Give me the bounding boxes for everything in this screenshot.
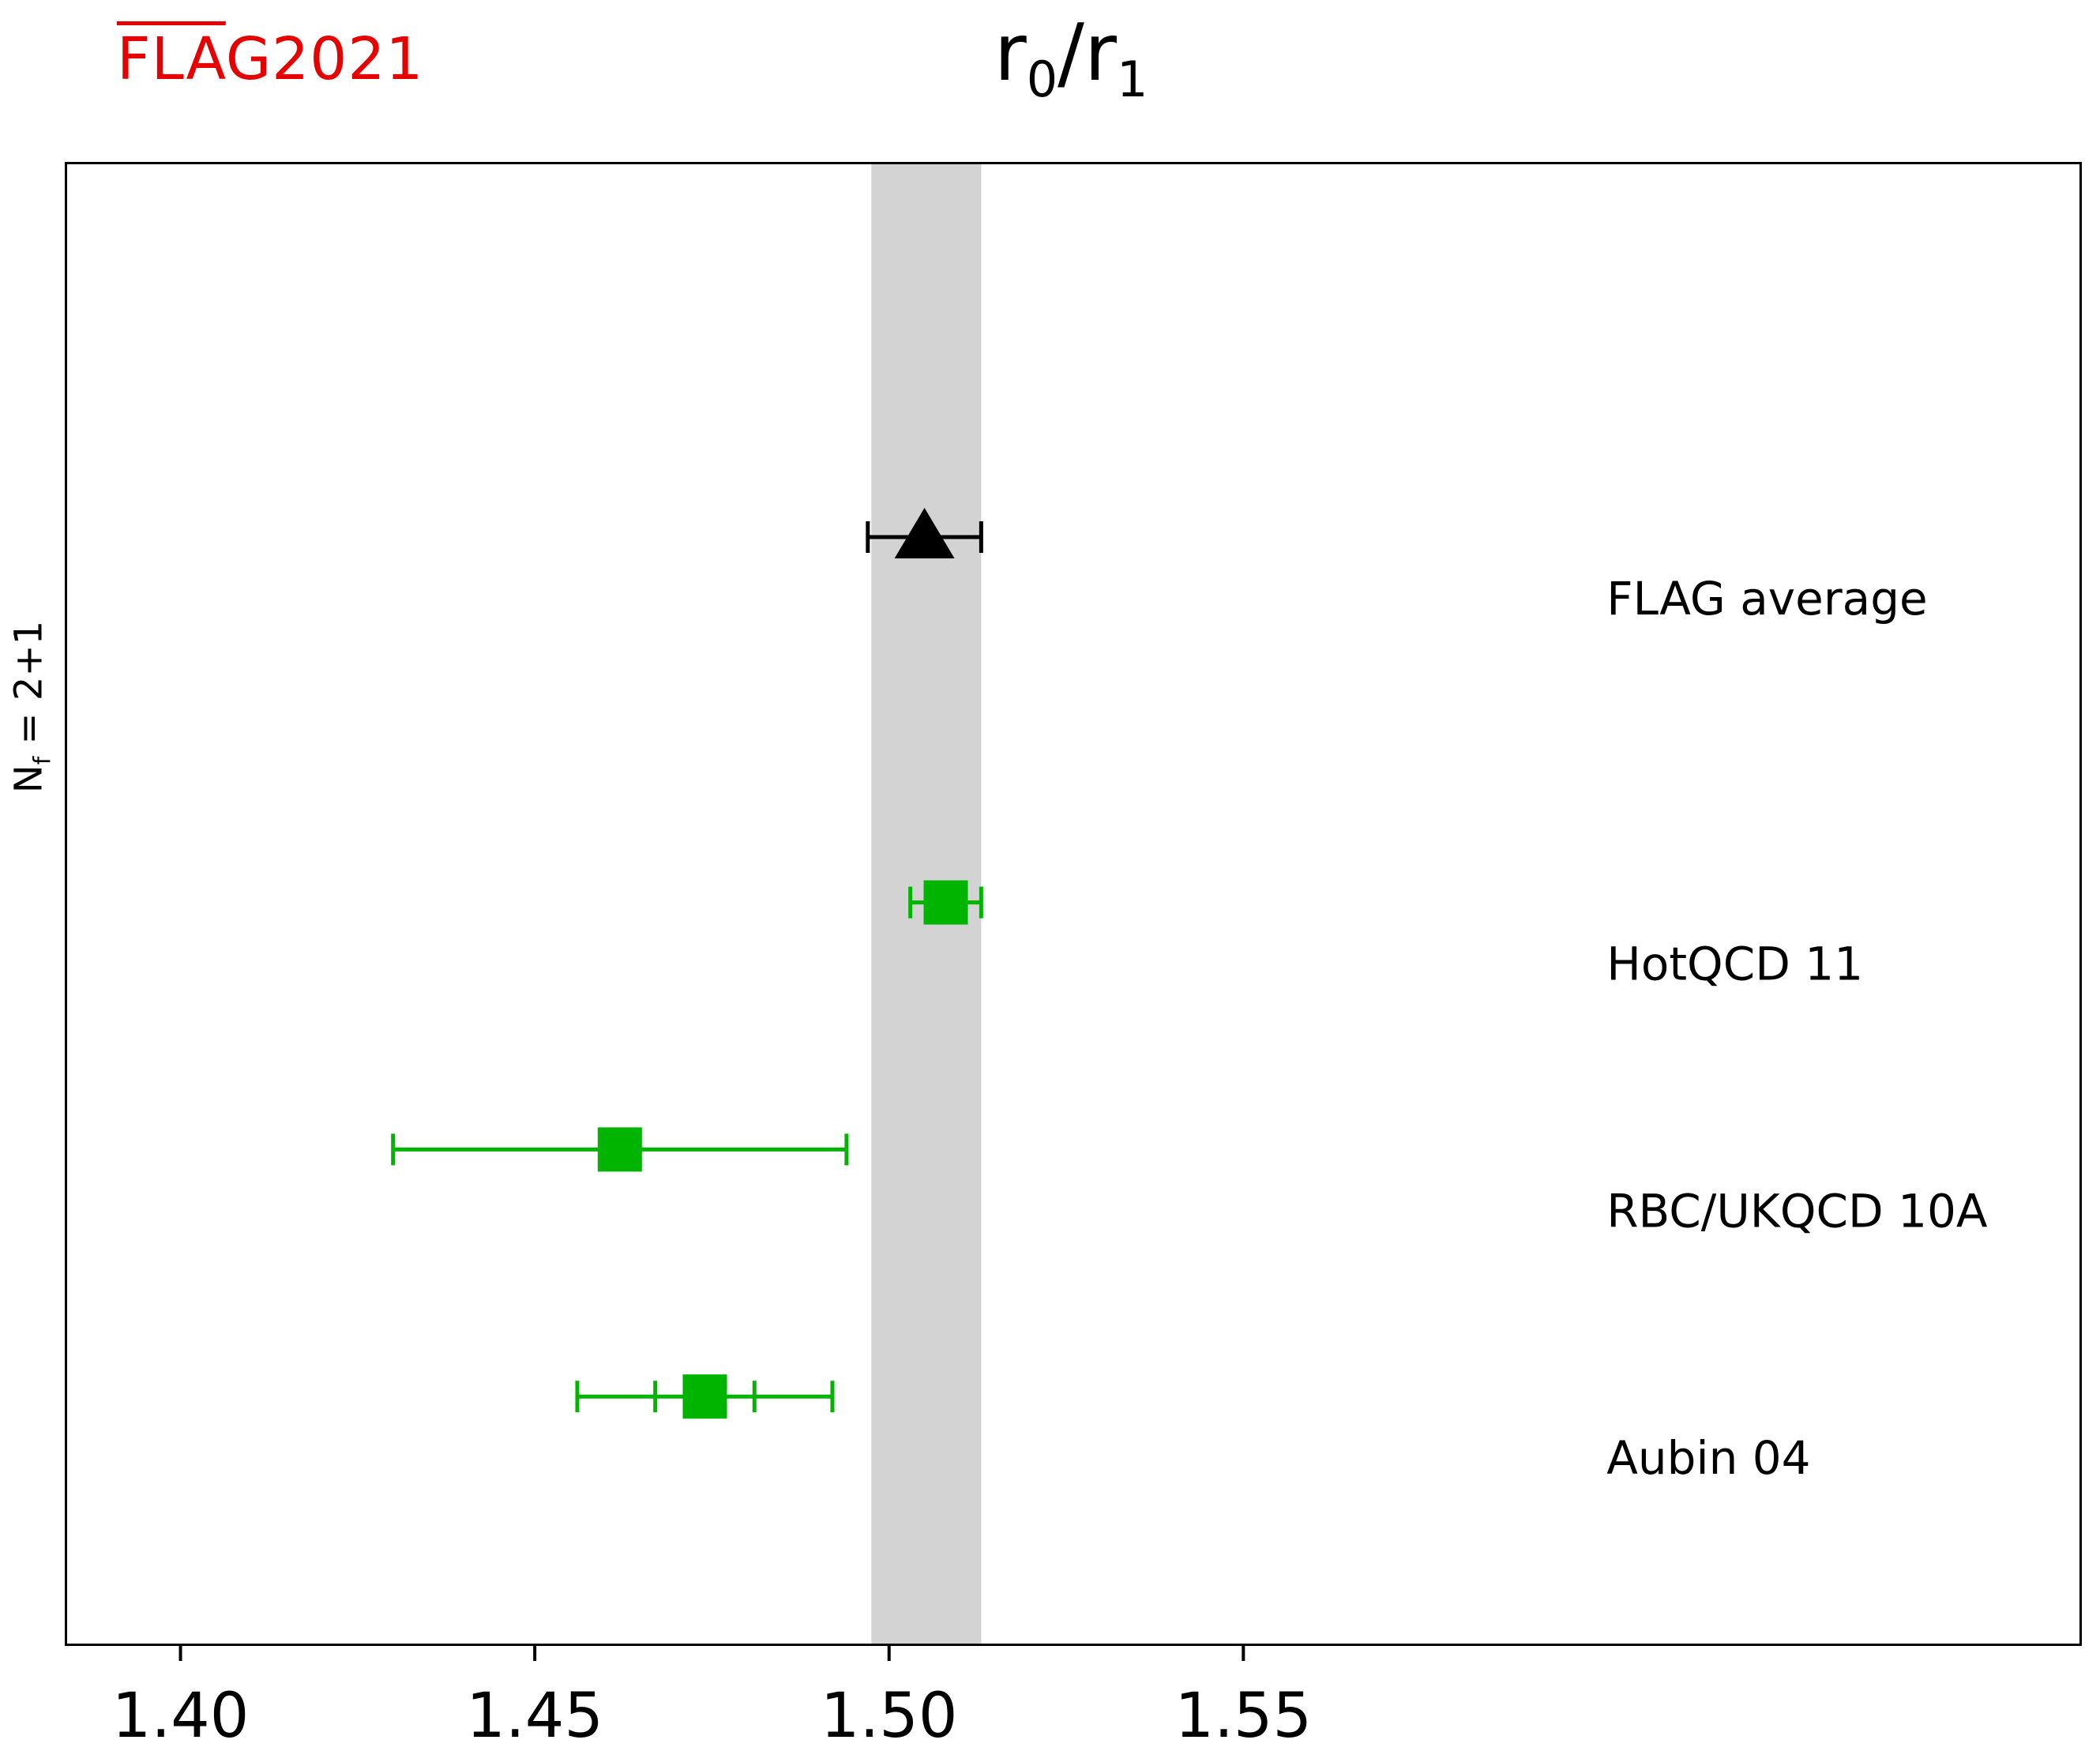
- plot-area: 1.40 1.45 1.50 1.55 FLAG average HotQCD 11 RBC…: [65, 162, 2082, 1751]
- x-tick-label: 1.50: [821, 1681, 958, 1751]
- flag-logo-year: 2021: [272, 25, 424, 93]
- chart-title: r0/r1: [65, 6, 2077, 108]
- data-point-square: [923, 880, 968, 925]
- flag-logo-overline-text: FLA: [117, 25, 226, 93]
- series-label: HotQCD 11: [1606, 937, 1863, 991]
- ylabel-rest: = 2+1: [6, 620, 51, 757]
- data-point-square: [597, 1127, 642, 1172]
- title-slash: /: [1058, 6, 1084, 99]
- flag-logo-rest-text: G: [225, 25, 272, 93]
- plot-canvas: 1.40 1.45 1.50 1.55 FLAG average HotQCD 11 RBC…: [112, 164, 1988, 1751]
- series-label: Aubin 04: [1606, 1431, 1810, 1485]
- data-point-triangle: [894, 507, 955, 558]
- title-r1-base: r: [1084, 6, 1117, 99]
- flag-logo: FLAG2021: [117, 25, 423, 93]
- data-point-square: [682, 1374, 727, 1419]
- title-r0-sub: 0: [1026, 51, 1058, 108]
- series-label: FLAG average: [1606, 572, 1927, 626]
- ylabel-base: N: [6, 765, 51, 794]
- title-r1-sub: 1: [1116, 51, 1148, 108]
- x-tick-label: 1.55: [1174, 1681, 1312, 1751]
- title-r0-base: r: [994, 6, 1027, 99]
- series-label: RBC/UKQCD 10A: [1606, 1184, 1988, 1238]
- x-tick-label: 1.45: [466, 1681, 603, 1751]
- y-axis-label: Nf = 2+1: [7, 621, 57, 793]
- ylabel-sub: f: [28, 756, 57, 765]
- x-tick-label: 1.40: [112, 1681, 250, 1751]
